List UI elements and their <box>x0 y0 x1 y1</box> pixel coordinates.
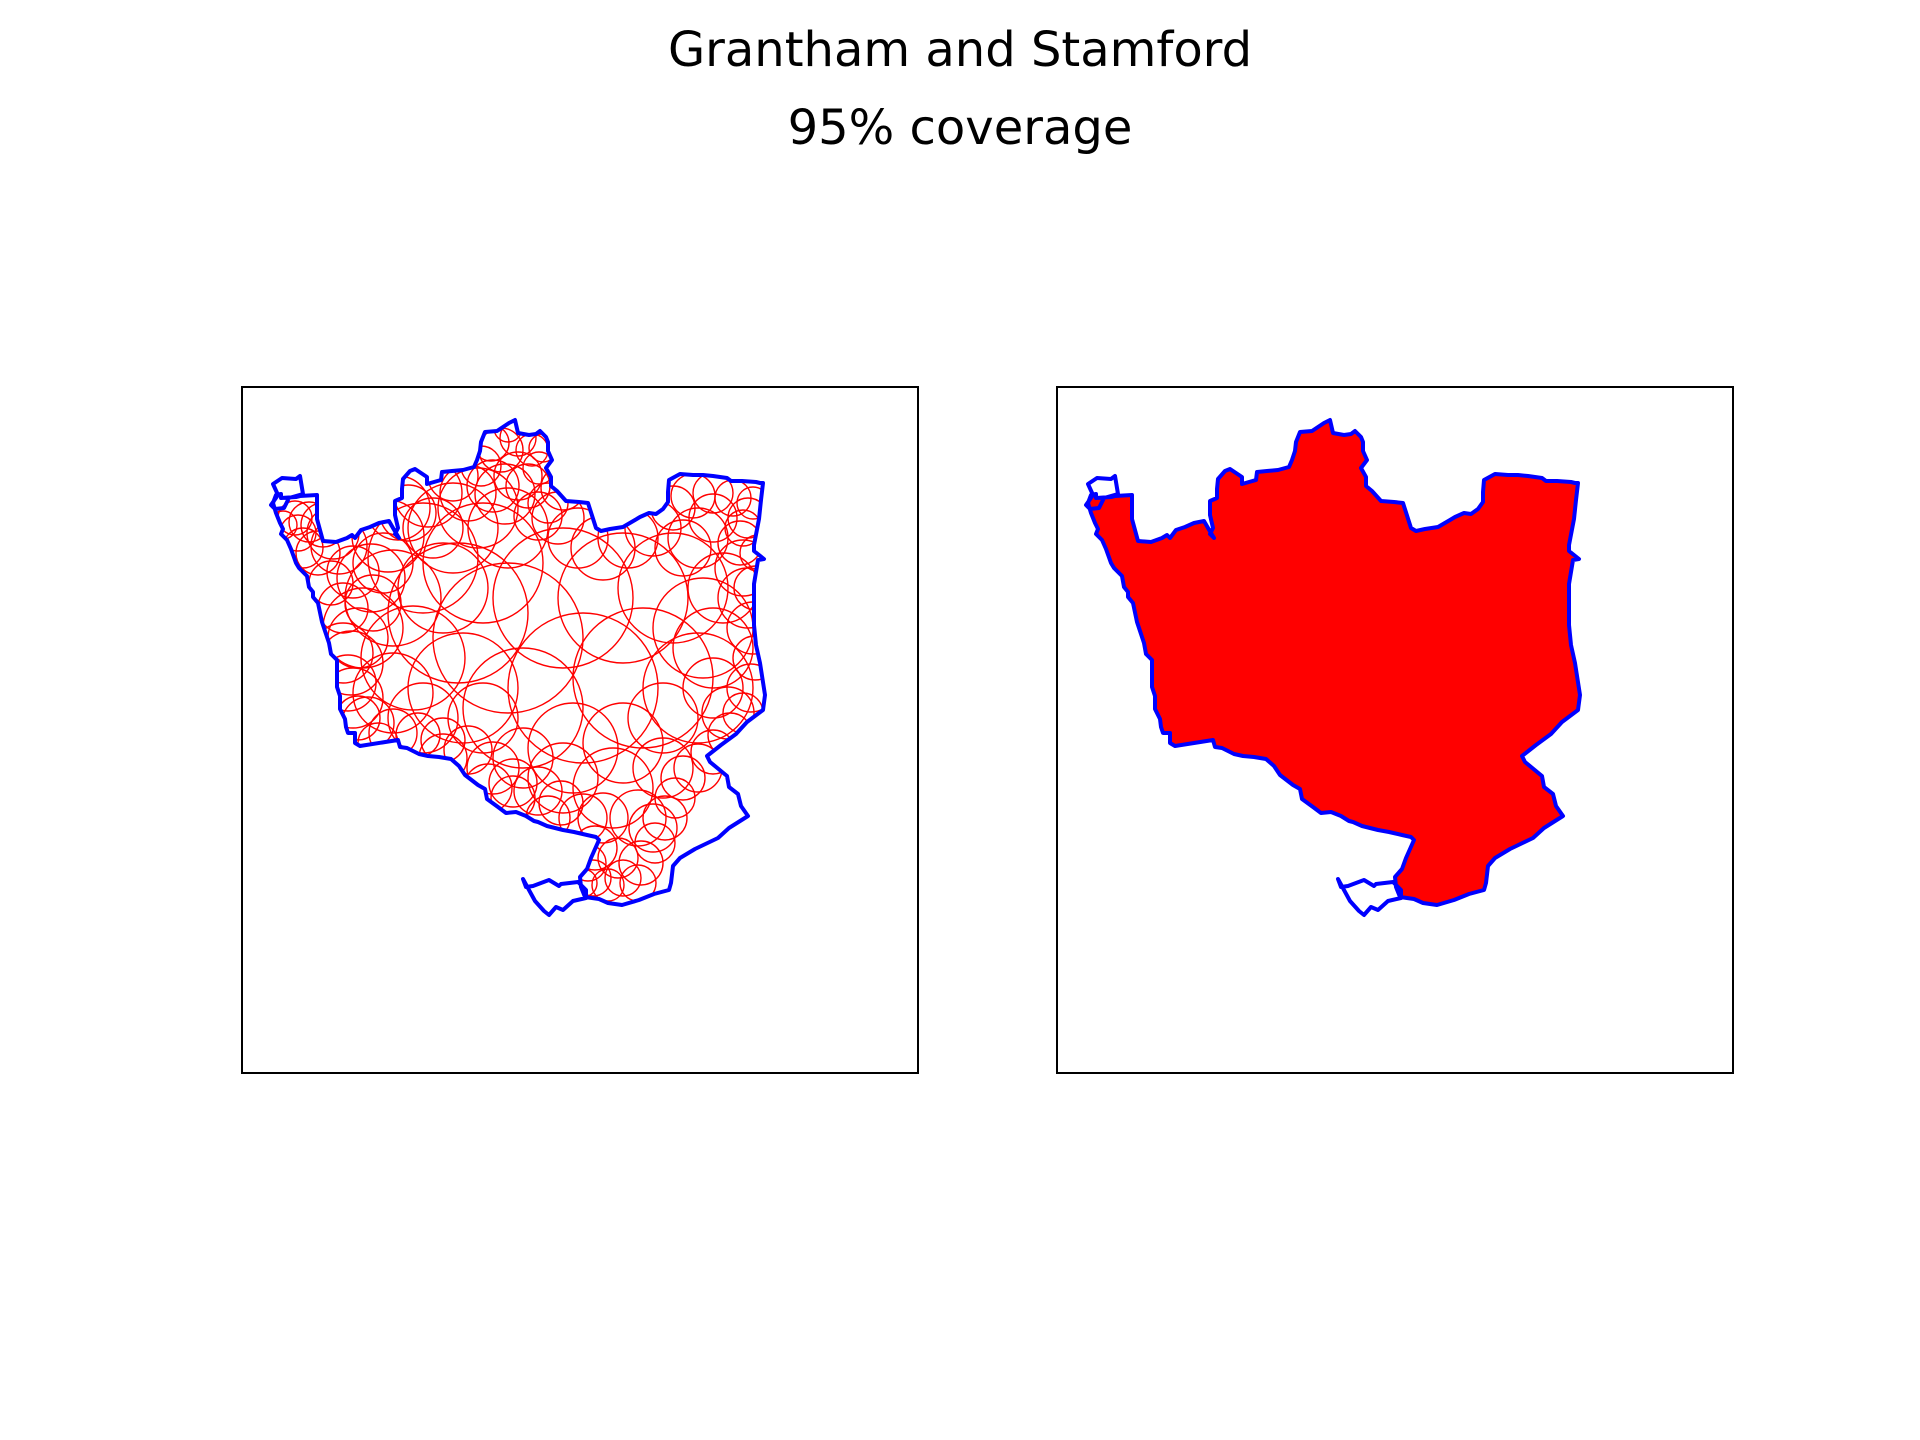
coverage-circle <box>437 467 519 549</box>
coverage-circle <box>507 612 659 764</box>
coverage-circle <box>466 459 520 513</box>
coverage-circle <box>467 487 549 569</box>
coverage-circle <box>513 766 563 816</box>
coverage-circle <box>642 632 754 744</box>
coverage-circle <box>492 727 554 789</box>
coverage-circle <box>672 607 754 689</box>
coverage-circle <box>493 451 543 501</box>
coverage-circle <box>582 702 664 784</box>
coverage-circle <box>604 859 642 897</box>
coverage-circle <box>492 527 634 669</box>
coverage-circle <box>367 502 479 614</box>
coverage-circle <box>499 420 537 457</box>
coverage-circle <box>402 497 464 559</box>
coverage-circle <box>295 530 341 576</box>
coverage-circle <box>736 486 765 520</box>
coverage-circle <box>688 493 738 543</box>
coverage-circle <box>352 532 414 594</box>
coverage-circle <box>618 840 664 886</box>
coverage-circle <box>654 519 712 577</box>
constituency-boundary <box>269 418 767 917</box>
coverage-circle <box>397 542 489 634</box>
coverage-circle <box>474 463 536 525</box>
figure-title: Grantham and Stamford <box>667 22 1253 78</box>
coverage-circle <box>462 647 584 769</box>
coverage-circles-panel <box>241 386 919 1074</box>
coverage-circle <box>422 502 544 624</box>
coverage-circle <box>407 482 499 574</box>
constituency-boundary <box>1084 418 1582 917</box>
coverage-circle <box>557 532 689 664</box>
coverage-circle <box>572 607 714 749</box>
coverage-circle <box>627 682 699 754</box>
coverage-circle <box>572 747 654 829</box>
coverage-circle <box>652 577 754 679</box>
coverage-circle <box>336 543 406 613</box>
coverage-circle <box>432 562 584 714</box>
coverage-circle <box>660 755 706 801</box>
coverage-circle <box>344 574 402 632</box>
coverage-union-map <box>1084 418 1582 917</box>
coverage-circle <box>447 682 519 754</box>
coverage-union-fill <box>1088 420 1580 905</box>
coverage-circle <box>628 803 678 853</box>
figure-subtitle: 95% coverage <box>787 100 1133 156</box>
coverage-circle <box>726 663 765 713</box>
coverage-circle <box>488 758 538 808</box>
coverage-circle <box>577 792 629 844</box>
coverage-circle <box>527 702 619 794</box>
coverage-circle <box>387 542 529 684</box>
coverage-circle <box>682 657 744 719</box>
coverage-circle <box>527 742 599 814</box>
coverage-union-panel <box>1056 386 1734 1074</box>
coverage-circle <box>632 737 694 799</box>
coverage-circle <box>624 499 682 557</box>
coverage-circle <box>714 539 765 597</box>
coverage-circle <box>597 837 639 879</box>
coverage-circle <box>352 652 434 734</box>
coverage-circles <box>273 420 765 902</box>
coverage-circles-map <box>269 418 767 917</box>
coverage-circle <box>642 795 688 841</box>
coverage-circle <box>463 763 513 813</box>
coverage-circle <box>407 632 519 744</box>
coverage-circle <box>634 822 676 864</box>
